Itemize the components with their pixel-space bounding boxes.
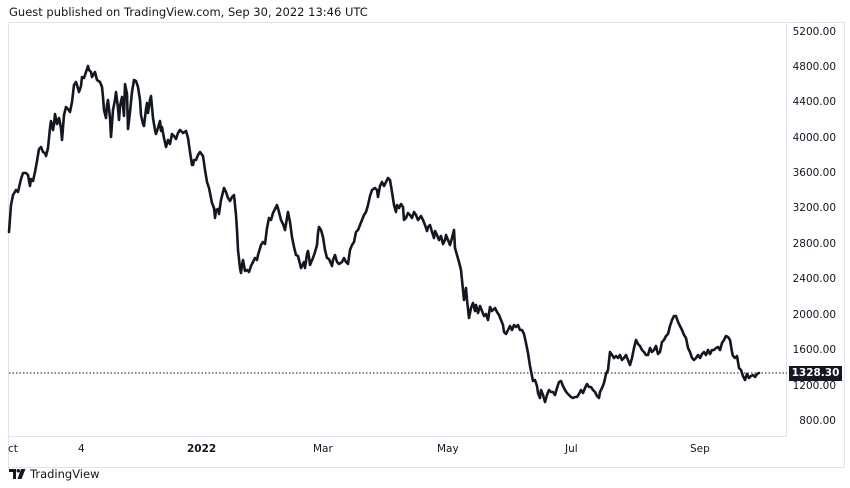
x-tick-mar: Mar: [313, 443, 333, 455]
y-tick-1600: 1600.00: [792, 344, 836, 356]
x-tick-jul: Jul: [565, 443, 578, 455]
tradingview-logo-icon: [9, 469, 26, 479]
last-price-badge: 1328.30: [789, 366, 842, 381]
y-tick-2400: 2400.00: [792, 273, 836, 285]
y-tick-2800: 2800.00: [792, 238, 836, 250]
price-line: [7, 64, 761, 404]
y-tick-3200: 3200.00: [792, 202, 836, 214]
x-tick-oct: ct: [8, 443, 18, 455]
y-tick-1200: 1200.00: [792, 380, 836, 392]
x-tick-4: 4: [78, 443, 85, 455]
y-tick-5200: 5200.00: [792, 26, 836, 38]
y-tick-4400: 4400.00: [792, 96, 836, 108]
x-tick-2022: 2022: [187, 443, 217, 455]
chart-frame: [8, 22, 845, 468]
x-tick-may: May: [437, 443, 459, 455]
y-tick-2000: 2000.00: [792, 309, 836, 321]
y-tick-4000: 4000.00: [792, 132, 836, 144]
y-tick-4800: 4800.00: [792, 61, 836, 73]
brand-name: TradingView: [30, 467, 100, 481]
plot-area[interactable]: [8, 22, 787, 437]
y-tick-3600: 3600.00: [792, 167, 836, 179]
x-tick-sep: Sep: [690, 443, 710, 455]
y-tick-800: 800.00: [799, 415, 836, 427]
publish-header: Guest published on TradingView.com, Sep …: [9, 5, 368, 19]
tradingview-brand[interactable]: TradingView: [9, 467, 99, 481]
